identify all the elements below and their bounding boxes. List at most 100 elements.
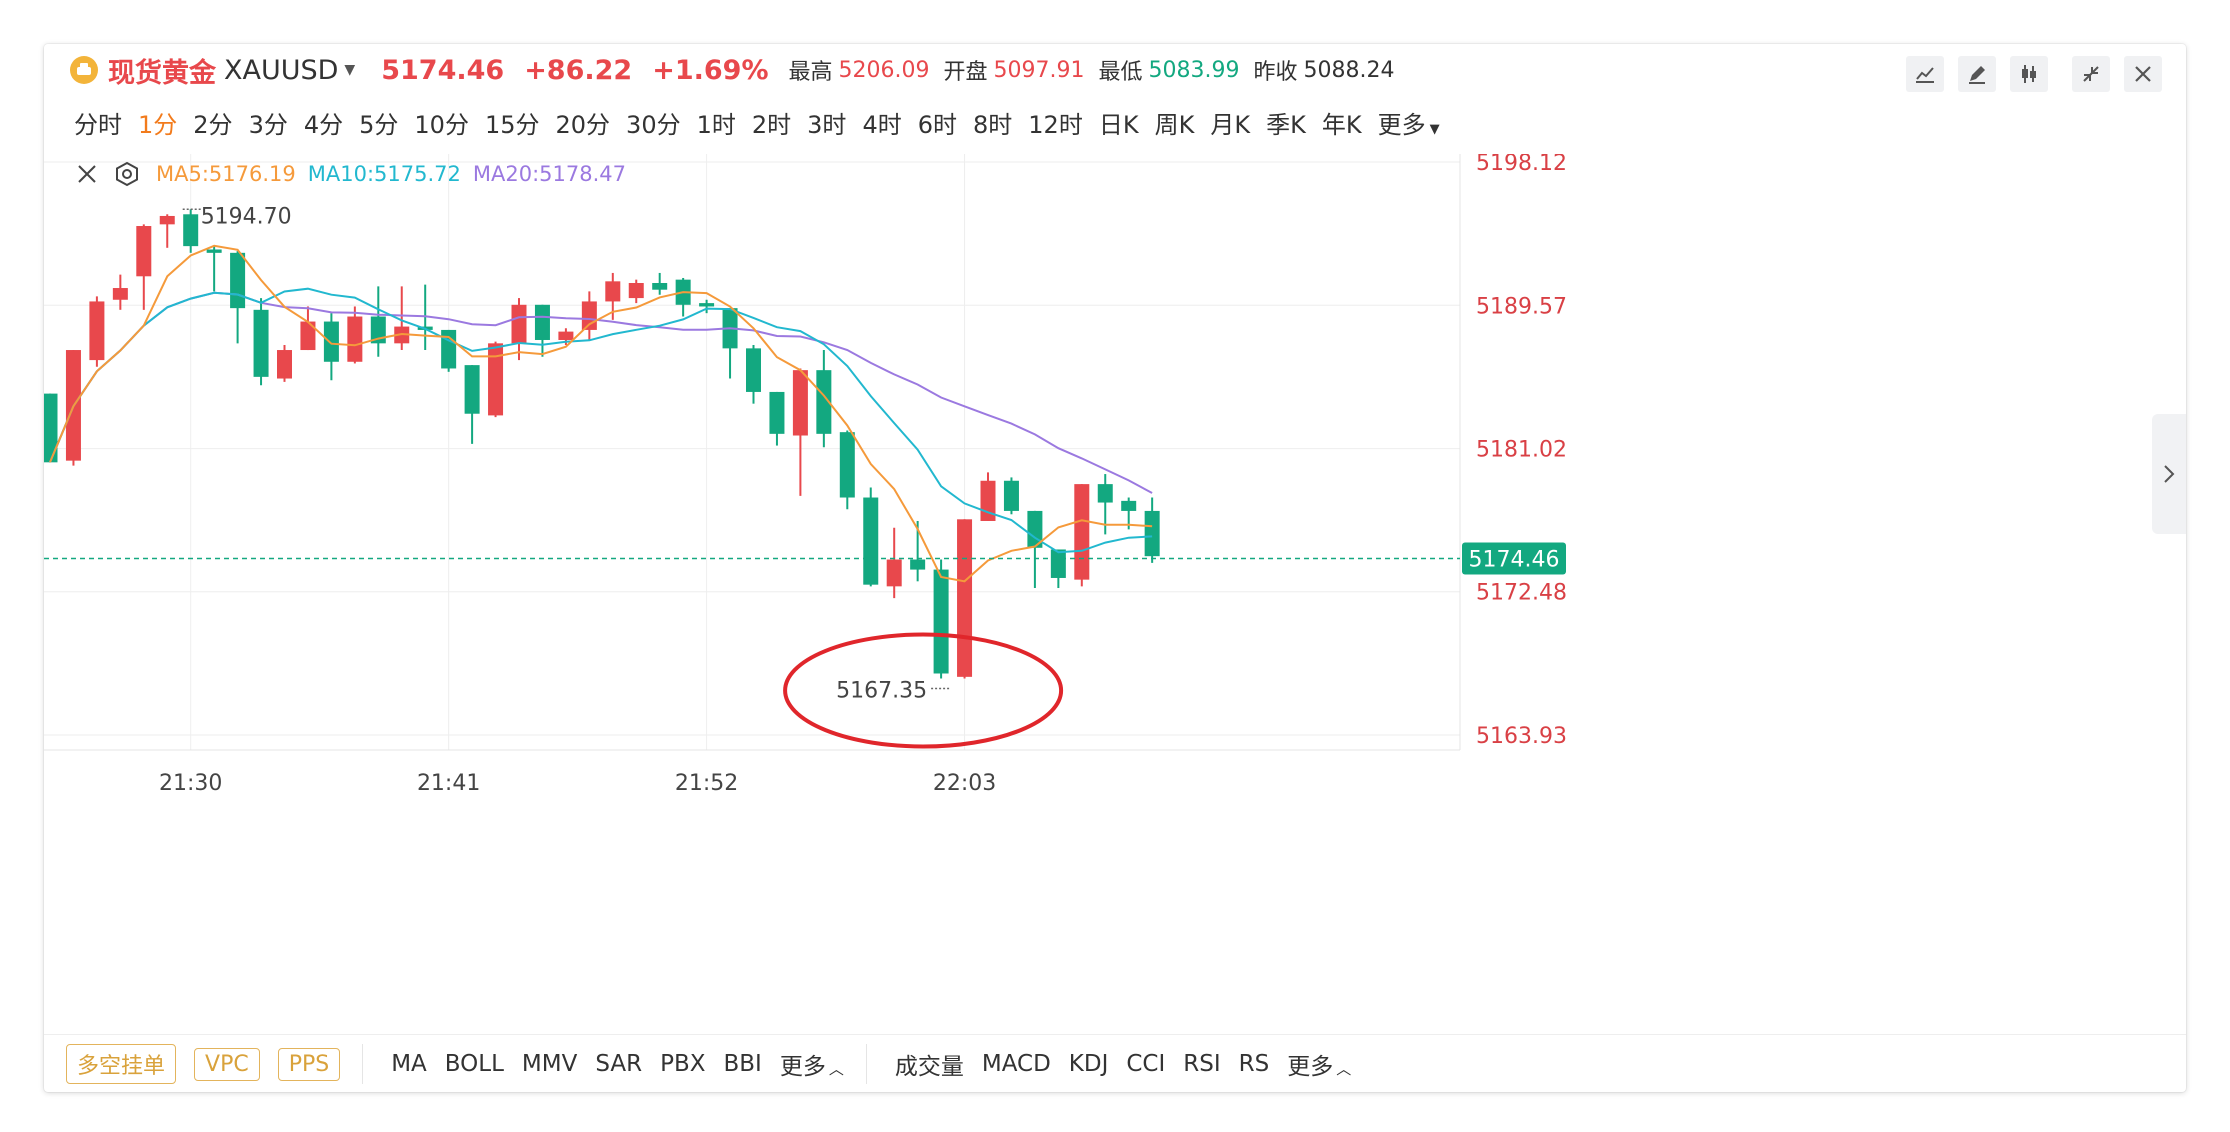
candle-body[interactable] xyxy=(652,283,668,290)
candle-body[interactable] xyxy=(933,569,949,674)
period-tab[interactable]: 季K xyxy=(1266,110,1306,139)
period-tab[interactable]: 30分 xyxy=(626,110,681,139)
period-tab[interactable]: 1时 xyxy=(696,110,736,139)
period-tab[interactable]: 10分 xyxy=(414,110,469,139)
candle-body[interactable] xyxy=(511,304,527,344)
candle-body[interactable] xyxy=(863,497,879,585)
settings-icon[interactable] xyxy=(114,161,140,187)
candle-body[interactable] xyxy=(628,283,644,299)
pps-button[interactable]: PPS xyxy=(277,1047,341,1081)
period-tab[interactable]: 8时 xyxy=(973,110,1013,139)
candle-body[interactable] xyxy=(300,321,316,351)
period-tab[interactable]: 3时 xyxy=(807,110,847,139)
candle-body[interactable] xyxy=(464,365,480,414)
indicator-rsi[interactable]: RSI xyxy=(1183,1051,1221,1077)
candle-body[interactable] xyxy=(746,348,761,392)
vpc-button[interactable]: VPC xyxy=(194,1047,260,1081)
instrument-dropdown-icon[interactable]: ▼ xyxy=(344,62,356,78)
overlay-pbx[interactable]: PBX xyxy=(660,1051,706,1077)
chevron-up-icon: ︿ xyxy=(1336,1060,1352,1078)
period-tab[interactable]: 4分 xyxy=(303,110,344,139)
candle-body[interactable] xyxy=(839,432,855,498)
overlay-boll[interactable]: BOLL xyxy=(444,1051,504,1077)
y-tick-label: 5181.02 xyxy=(1476,438,1567,463)
candle-body[interactable] xyxy=(605,281,621,302)
period-tab[interactable]: 3分 xyxy=(248,110,288,139)
candle-body[interactable] xyxy=(699,303,715,307)
candle-body[interactable] xyxy=(792,370,808,436)
candle-body[interactable] xyxy=(277,350,292,379)
long-short-orders-button[interactable]: 多空挂单 xyxy=(66,1044,177,1084)
period-tab[interactable]: 12时 xyxy=(1028,110,1083,139)
indicator-cci[interactable]: CCI xyxy=(1126,1051,1166,1077)
expand-panel-button[interactable] xyxy=(2152,414,2186,534)
candle-body[interactable] xyxy=(1027,510,1043,548)
line-tool-button[interactable] xyxy=(1906,56,1944,92)
period-tab[interactable]: 6时 xyxy=(917,110,957,139)
overlay-more-button[interactable]: 更多 ︿ xyxy=(780,1047,844,1081)
candle-body[interactable] xyxy=(1003,480,1019,511)
ma5-value: MA5:5176.19 xyxy=(156,162,296,186)
draw-tool-button[interactable] xyxy=(1958,56,1996,92)
candle-body[interactable] xyxy=(769,391,785,434)
indicator-volume[interactable]: 成交量 xyxy=(894,1054,964,1080)
candle-body[interactable] xyxy=(1050,549,1066,578)
period-tab[interactable]: 20分 xyxy=(555,110,611,139)
period-tab[interactable]: 5分 xyxy=(359,110,399,139)
candle-type-button[interactable] xyxy=(2010,56,2048,92)
candle-body[interactable] xyxy=(581,301,597,330)
candle-body[interactable] xyxy=(347,316,363,362)
overlay-sar[interactable]: SAR xyxy=(595,1051,643,1077)
candle-body[interactable] xyxy=(558,331,574,340)
candle-body[interactable] xyxy=(816,370,832,434)
candle-body[interactable] xyxy=(89,301,105,361)
more-periods-dropdown[interactable]: 更多 ▼ xyxy=(1378,105,1440,140)
period-tab[interactable]: 4时 xyxy=(862,110,902,139)
candle-body[interactable] xyxy=(488,343,504,416)
overlay-bbi[interactable]: BBI xyxy=(723,1051,762,1077)
candle-body[interactable] xyxy=(1097,484,1113,503)
candle-body[interactable] xyxy=(370,316,386,344)
period-tab[interactable]: 2时 xyxy=(751,110,792,139)
candle-body[interactable] xyxy=(1121,500,1137,511)
instrument-code[interactable]: XAUUSD xyxy=(224,54,339,86)
candle-body[interactable] xyxy=(1074,484,1090,580)
period-tab[interactable]: 周K xyxy=(1154,110,1195,139)
close-icon[interactable] xyxy=(74,161,100,187)
overlay-mmv[interactable]: MMV xyxy=(521,1051,578,1077)
x-tick-label: 21:41 xyxy=(417,771,480,796)
divider xyxy=(362,1044,364,1084)
period-tab[interactable]: 15分 xyxy=(484,110,540,139)
instrument-name[interactable]: 现货黄金 xyxy=(108,57,216,89)
candle-body[interactable] xyxy=(323,321,339,362)
period-tab[interactable]: 日K xyxy=(1098,110,1139,139)
overlay-ma[interactable]: MA xyxy=(391,1051,427,1077)
collapse-icon xyxy=(2083,66,2099,82)
shrink-button[interactable] xyxy=(2072,56,2110,92)
candle-body[interactable] xyxy=(534,304,550,340)
indicator-rs[interactable]: RS xyxy=(1238,1051,1270,1077)
indicator-more-button[interactable]: 更多 ︿ xyxy=(1287,1047,1351,1081)
candle-body[interactable] xyxy=(957,519,973,677)
close-button[interactable] xyxy=(2124,56,2162,92)
period-tab[interactable]: 年K xyxy=(1321,110,1362,139)
chart-area[interactable]: MA5:5176.19 MA10:5175.72 MA20:5178.47 51… xyxy=(44,154,2186,1014)
low-value: 5083.99 xyxy=(1148,57,1240,83)
candle-body[interactable] xyxy=(886,559,902,587)
candle-body[interactable] xyxy=(253,309,269,377)
candle-body[interactable] xyxy=(112,288,128,300)
period-tab[interactable]: 月K xyxy=(1210,110,1251,139)
candle-body[interactable] xyxy=(1144,510,1160,557)
candle-body[interactable] xyxy=(230,252,246,309)
candle-body[interactable] xyxy=(136,226,152,277)
candle-body[interactable] xyxy=(44,393,58,463)
period-tab[interactable]: 1分 xyxy=(138,110,178,139)
candle-body[interactable] xyxy=(183,214,199,247)
candle-body[interactable] xyxy=(159,215,175,225)
period-tab[interactable]: 2分 xyxy=(193,110,233,139)
candle-body[interactable] xyxy=(206,249,222,253)
candle-body[interactable] xyxy=(910,559,926,570)
indicator-macd[interactable]: MACD xyxy=(981,1051,1051,1077)
indicator-kdj[interactable]: KDJ xyxy=(1068,1051,1109,1077)
period-tab[interactable]: 分时 xyxy=(74,110,122,139)
